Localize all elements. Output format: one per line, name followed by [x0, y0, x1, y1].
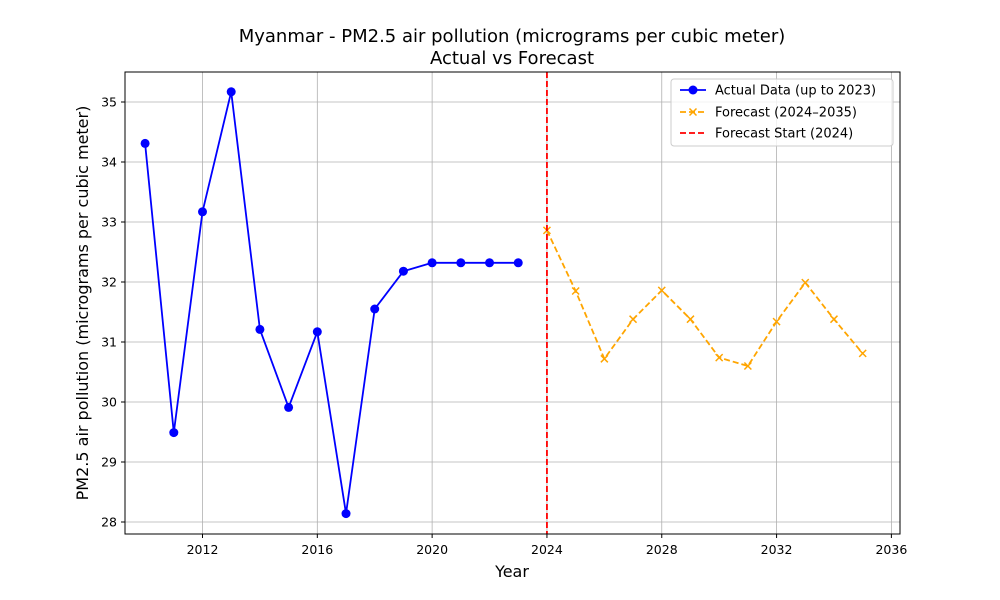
actual-data-point	[226, 87, 236, 97]
y-tick-label: 35	[101, 95, 117, 110]
legend-label-forecast-start: Forecast Start (2024)	[715, 127, 853, 142]
forecast-data-point	[801, 278, 810, 287]
actual-data-point	[198, 207, 207, 217]
actual-data-point	[341, 509, 351, 519]
x-tick-label: 2012	[187, 542, 219, 557]
forecast-data-point	[600, 354, 609, 363]
axis-ticks: 2012 2016 2020 2024 2028 2032 2036 28 29 30 31 32 33…	[101, 95, 907, 558]
legend: Actual Data (up to 2023) Forecast (2024–…	[670, 78, 894, 147]
forecast-data-point	[743, 361, 752, 371]
legend-label-forecast: Forecast (2024–2035)	[715, 106, 857, 121]
actual-series-line	[144, 90, 519, 515]
forecast-data-point	[715, 353, 724, 362]
y-tick-label: 34	[101, 155, 117, 170]
forecast-data-point	[686, 315, 695, 324]
forecast-data-point	[829, 315, 839, 324]
forecast-data-point	[858, 349, 867, 358]
actual-data-point	[427, 258, 437, 268]
legend-box	[670, 78, 894, 147]
forecast-data-point	[657, 286, 666, 295]
legend-marker-forecast	[688, 107, 698, 117]
actual-data-point	[140, 138, 150, 148]
forecast-data-point	[629, 315, 638, 324]
y-tick-label: 32	[101, 275, 117, 290]
x-tick-label: 2016	[301, 542, 333, 557]
forecast-series-line	[546, 230, 864, 367]
plot-frame	[124, 71, 901, 535]
x-tick-label: 2036	[875, 542, 907, 557]
actual-data-point	[284, 402, 294, 412]
forecast-data-point	[571, 286, 580, 296]
x-tick-label: 2032	[761, 542, 793, 557]
legend-marker-actual	[688, 85, 698, 95]
actual-data-point	[255, 324, 265, 334]
actual-data-point	[169, 428, 179, 438]
y-tick-label: 29	[101, 455, 117, 470]
actual-data-point	[456, 258, 466, 268]
chart-title: Myanmar - PM2.5 air pollution (microgram…	[239, 26, 786, 47]
x-tick-label: 2020	[416, 542, 448, 557]
actual-data-point	[513, 258, 523, 268]
chart-subtitle: Actual vs Forecast	[430, 48, 594, 69]
y-tick-label: 28	[101, 515, 117, 530]
actual-data-point	[485, 258, 495, 268]
actual-data-point	[312, 327, 322, 337]
x-tick-label: 2024	[531, 542, 563, 557]
y-tick-label: 31	[101, 335, 117, 350]
y-axis-label: PM2.5 air pollution (micrograms per cubi…	[73, 106, 92, 501]
legend-label-actual: Actual Data (up to 2023)	[715, 84, 876, 99]
y-tick-label: 33	[101, 215, 117, 230]
grid	[125, 72, 900, 534]
actual-data-point	[370, 304, 380, 314]
x-tick-label: 2028	[646, 542, 678, 557]
x-axis-label: Year	[494, 562, 529, 581]
plot-series	[140, 72, 867, 534]
forecast-data-point	[772, 317, 781, 326]
actual-data-point	[398, 266, 408, 276]
y-tick-label: 30	[101, 395, 117, 410]
